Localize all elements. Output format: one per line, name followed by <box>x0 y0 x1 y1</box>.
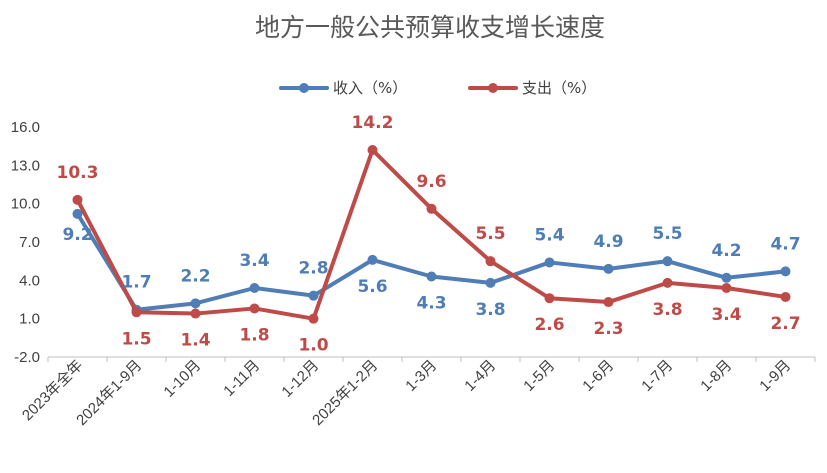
y-tick-label: 10.0 <box>11 196 40 213</box>
legend-label: 支出（%） <box>522 79 596 97</box>
income-point <box>426 271 437 282</box>
income-data-label: 5.5 <box>652 224 682 244</box>
x-tick-label: 1-8月 <box>697 357 735 395</box>
expense-data-label: 2.7 <box>770 314 800 334</box>
income-point <box>662 256 673 267</box>
income-data-label: 4.7 <box>770 234 800 254</box>
x-tick-label: 1-3月 <box>402 357 440 395</box>
income-data-label: 1.7 <box>121 273 151 293</box>
income-data-label: 3.8 <box>475 300 505 320</box>
expense-point <box>544 293 555 304</box>
legend-swatch-marker <box>488 83 498 93</box>
legend-swatch-marker <box>299 83 309 93</box>
y-axis: -2.0 1.0 4.0 7.0 10.0 13.0 16.0 <box>11 119 40 366</box>
y-tick-label: 16.0 <box>11 119 40 136</box>
series-layer <box>72 145 791 324</box>
x-tick-label: 1-12月 <box>278 357 322 401</box>
expense-point <box>367 145 378 155</box>
expense-point <box>308 313 319 324</box>
income-point <box>544 257 555 268</box>
expense-data-label: 1.4 <box>180 331 210 351</box>
expense-data-label: 3.8 <box>652 300 682 320</box>
expense-point <box>485 256 496 267</box>
income-point <box>485 277 496 288</box>
income-data-label: 3.4 <box>239 251 269 271</box>
expense-data-label: 2.6 <box>534 315 564 335</box>
legend-item: 收入（%） <box>279 79 407 97</box>
x-tick-label: 1-9月 <box>756 357 794 395</box>
expense-point <box>72 194 83 205</box>
legend-item: 支出（%） <box>468 79 596 97</box>
expense-point <box>249 303 260 314</box>
expense-data-label: 9.6 <box>416 172 446 192</box>
expense-data-label: 3.4 <box>711 305 741 325</box>
expense-point <box>721 283 732 293</box>
income-point <box>367 254 378 265</box>
x-tick-label: 1-5月 <box>520 357 558 395</box>
expense-point <box>780 291 791 302</box>
income-data-label: 5.4 <box>534 225 564 245</box>
expense-data-label: 14.2 <box>352 113 394 133</box>
y-tick-label: 1.0 <box>19 311 40 328</box>
income-data-label: 4.3 <box>416 294 446 314</box>
chart-title: 地方一般公共预算收支增长速度 <box>255 13 605 42</box>
income-point <box>721 272 732 283</box>
income-point <box>780 266 791 277</box>
expense-data-label: 5.5 <box>475 224 505 244</box>
expense-point <box>426 203 437 214</box>
x-tick-label: 1-11月 <box>220 357 263 400</box>
y-tick-label: 13.0 <box>11 157 40 174</box>
legend-label: 收入（%） <box>333 79 407 97</box>
income-data-label: 9.2 <box>62 225 92 245</box>
expense-data-label: 2.3 <box>593 319 623 339</box>
expense-point <box>603 297 614 308</box>
income-point <box>249 283 260 293</box>
y-tick-label: 4.0 <box>19 272 40 289</box>
income-point <box>603 263 614 274</box>
income-point <box>308 290 319 301</box>
expense-data-label: 1.0 <box>298 336 328 356</box>
data-labels: 9.2 10.3 1.7 1.5 2.2 1.4 3.4 1.8 2.8 1.0 5.6 14.2 4.… <box>57 113 801 356</box>
income-data-label: 4.2 <box>711 241 741 261</box>
income-point <box>72 208 83 219</box>
x-tick-label: 1-10月 <box>160 357 204 401</box>
expense-point <box>190 308 201 319</box>
x-tick-label: 1-4月 <box>461 357 499 395</box>
income-data-label: 4.9 <box>593 232 623 252</box>
income-data-label: 2.8 <box>298 259 328 279</box>
income-point <box>190 298 201 309</box>
income-data-label: 5.6 <box>357 277 387 297</box>
y-tick-label: -2.0 <box>14 349 40 366</box>
income-data-label: 2.2 <box>180 266 210 286</box>
y-tick-label: 7.0 <box>19 234 40 251</box>
expense-data-label: 1.8 <box>239 325 269 345</box>
expense-point <box>662 277 673 288</box>
expense-data-label: 10.3 <box>57 163 99 183</box>
x-tick-label: 1-6月 <box>579 357 617 395</box>
x-tick-label: 1-7月 <box>638 357 676 395</box>
legend: 收入（%） 支出（%） <box>279 79 596 97</box>
expense-point <box>131 307 142 318</box>
expense-data-label: 1.5 <box>121 329 151 349</box>
